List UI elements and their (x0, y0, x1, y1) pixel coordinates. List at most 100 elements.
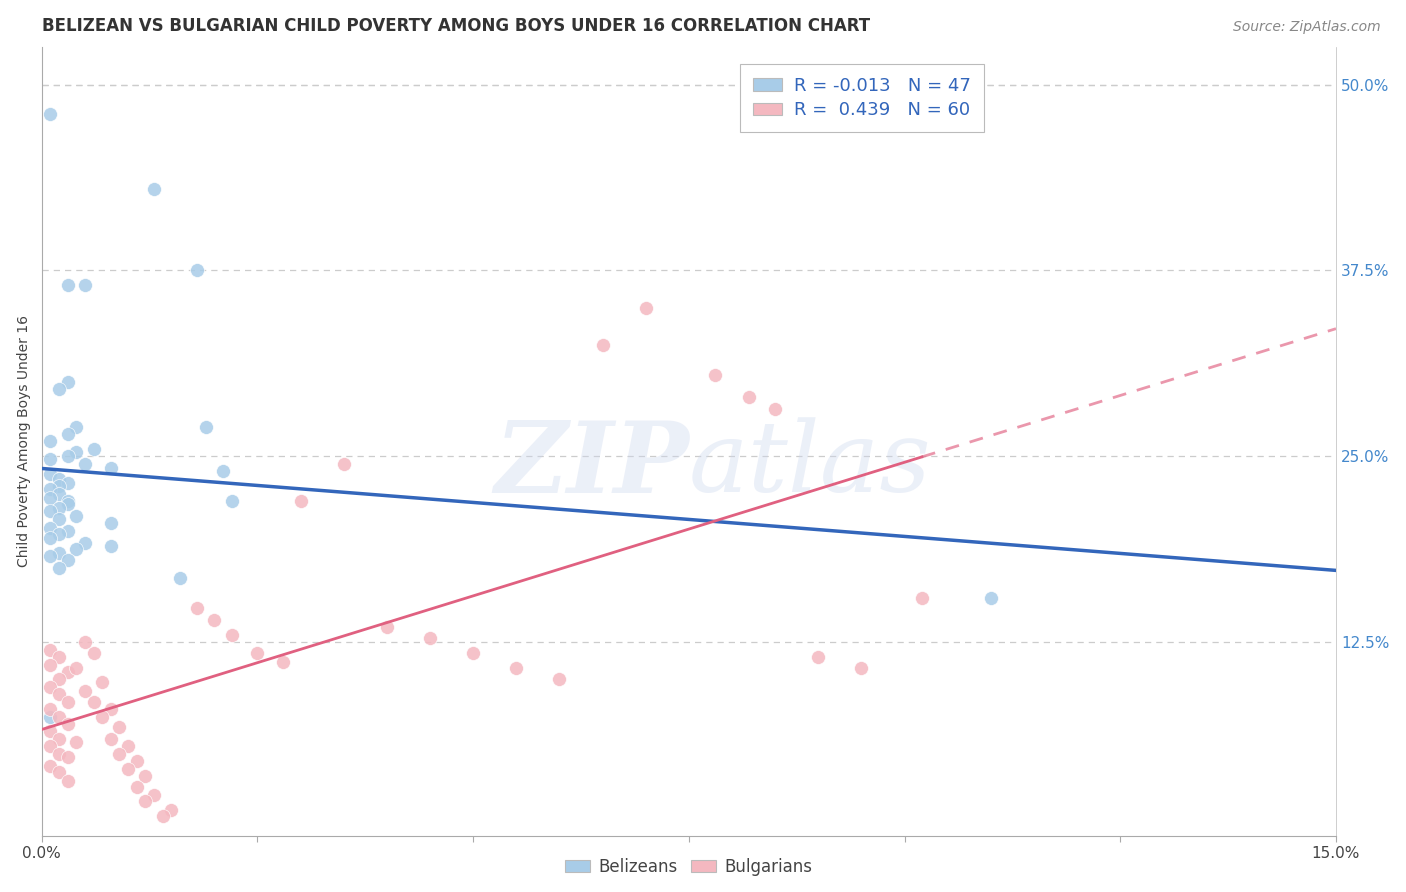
Point (73, 635, 96, 649)
Point (134, 794, 156, 808)
Point (39, 724, 62, 739)
Point (169, 571, 191, 585)
Point (56, 494, 79, 508)
Point (463, 646, 485, 660)
Point (56, 476, 79, 491)
Point (73, 457, 96, 471)
Point (73, 278, 96, 293)
Point (39, 504, 62, 518)
Point (202, 613, 225, 627)
Point (290, 494, 312, 508)
Point (48, 650, 70, 665)
Point (505, 660, 527, 674)
Point (160, 803, 183, 817)
Point (125, 780, 148, 794)
Point (142, 789, 165, 803)
Point (39, 739, 62, 754)
Legend: Belizeans, Bulgarians: Belizeans, Bulgarians (558, 851, 820, 882)
Point (634, 301, 657, 315)
Point (48, 731, 70, 746)
Point (39, 642, 62, 657)
Point (56, 375, 79, 389)
Point (48, 501, 70, 516)
Y-axis label: Child Poverty Among Boys Under 16: Child Poverty Among Boys Under 16 (17, 316, 31, 567)
Point (39, 531, 62, 545)
Point (125, 754, 148, 768)
Point (39, 452, 62, 467)
Point (65, 541, 87, 556)
Point (39, 680, 62, 694)
Point (91, 709, 114, 723)
Point (980, 591, 1002, 605)
Point (738, 390, 761, 404)
Point (117, 762, 139, 776)
Point (246, 646, 269, 660)
Point (48, 687, 70, 701)
Text: Source: ZipAtlas.com: Source: ZipAtlas.com (1233, 20, 1381, 34)
Point (56, 450, 79, 464)
Point (48, 561, 70, 575)
Point (48, 673, 70, 687)
Point (100, 702, 122, 716)
Point (83, 442, 105, 456)
Point (65, 419, 87, 434)
Point (56, 773, 79, 788)
Point (117, 739, 139, 754)
Point (56, 665, 79, 679)
Point (39, 709, 62, 723)
Point (186, 601, 208, 615)
Point (48, 546, 70, 560)
Text: atlas: atlas (689, 417, 932, 513)
Point (142, 181, 165, 195)
Point (56, 278, 79, 293)
Point (592, 338, 614, 352)
Point (100, 539, 122, 553)
Point (39, 434, 62, 449)
Point (100, 516, 122, 531)
Point (56, 695, 79, 709)
Point (39, 702, 62, 716)
Point (56, 553, 79, 567)
Point (48, 486, 70, 500)
Point (39, 482, 62, 496)
Point (56, 497, 79, 511)
Point (56, 749, 79, 764)
Point (100, 461, 122, 475)
Point (65, 660, 87, 674)
Point (273, 655, 295, 669)
Point (100, 731, 122, 746)
Point (134, 769, 156, 783)
Point (807, 650, 830, 665)
Point (39, 549, 62, 563)
Point (48, 526, 70, 541)
Point (332, 457, 354, 471)
Point (548, 673, 571, 687)
Point (48, 472, 70, 486)
Point (65, 735, 87, 749)
Point (39, 657, 62, 672)
Point (56, 427, 79, 442)
Point (186, 263, 208, 277)
Point (48, 383, 70, 397)
Point (83, 695, 105, 709)
Point (194, 419, 217, 434)
Point (83, 646, 105, 660)
Point (152, 809, 174, 823)
Point (73, 684, 96, 698)
Point (108, 720, 131, 734)
Point (48, 709, 70, 723)
Point (419, 631, 441, 645)
Point (48, 512, 70, 526)
Point (56, 717, 79, 731)
Point (56, 524, 79, 538)
Point (39, 107, 62, 121)
Point (48, 747, 70, 761)
Point (39, 521, 62, 535)
Point (911, 591, 934, 605)
Point (39, 491, 62, 505)
Point (221, 494, 243, 508)
Point (91, 675, 114, 690)
Point (39, 467, 62, 482)
Point (221, 628, 243, 642)
Point (48, 479, 70, 493)
